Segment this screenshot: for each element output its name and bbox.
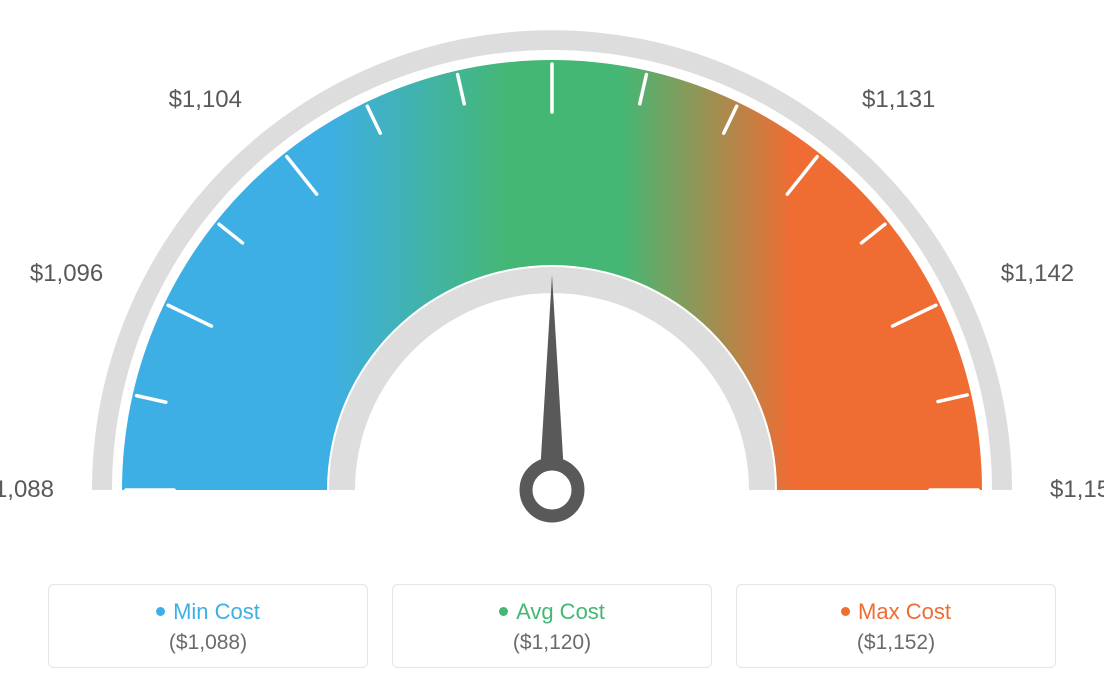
legend-title-text: Max Cost [858,599,951,624]
legend-row: Min Cost ($1,088) Avg Cost ($1,120) Max … [0,584,1104,668]
gauge-tick-label: $1,088 [0,476,54,504]
legend-title-min: Min Cost [49,599,367,625]
legend-card-avg: Avg Cost ($1,120) [392,584,712,668]
gauge-tick-label: $1,131 [862,86,935,114]
legend-title-text: Min Cost [173,599,260,624]
gauge-tick-label: $1,142 [1001,260,1074,288]
gauge-tick-label: $1,152 [1050,476,1104,504]
gauge-svg [0,0,1104,560]
legend-title-avg: Avg Cost [393,599,711,625]
dot-icon [499,607,508,616]
gauge-tick-label: $1,096 [30,260,103,288]
dot-icon [156,607,165,616]
legend-value-max: ($1,152) [737,631,1055,655]
dot-icon [841,607,850,616]
legend-title-text: Avg Cost [516,599,605,624]
legend-card-max: Max Cost ($1,152) [736,584,1056,668]
legend-value-min: ($1,088) [49,631,367,655]
legend-value-avg: ($1,120) [393,631,711,655]
legend-title-max: Max Cost [737,599,1055,625]
gauge-chart: $1,088$1,096$1,104$1,120$1,131$1,142$1,1… [0,0,1104,560]
legend-card-min: Min Cost ($1,088) [48,584,368,668]
gauge-tick-label: $1,104 [169,86,242,114]
